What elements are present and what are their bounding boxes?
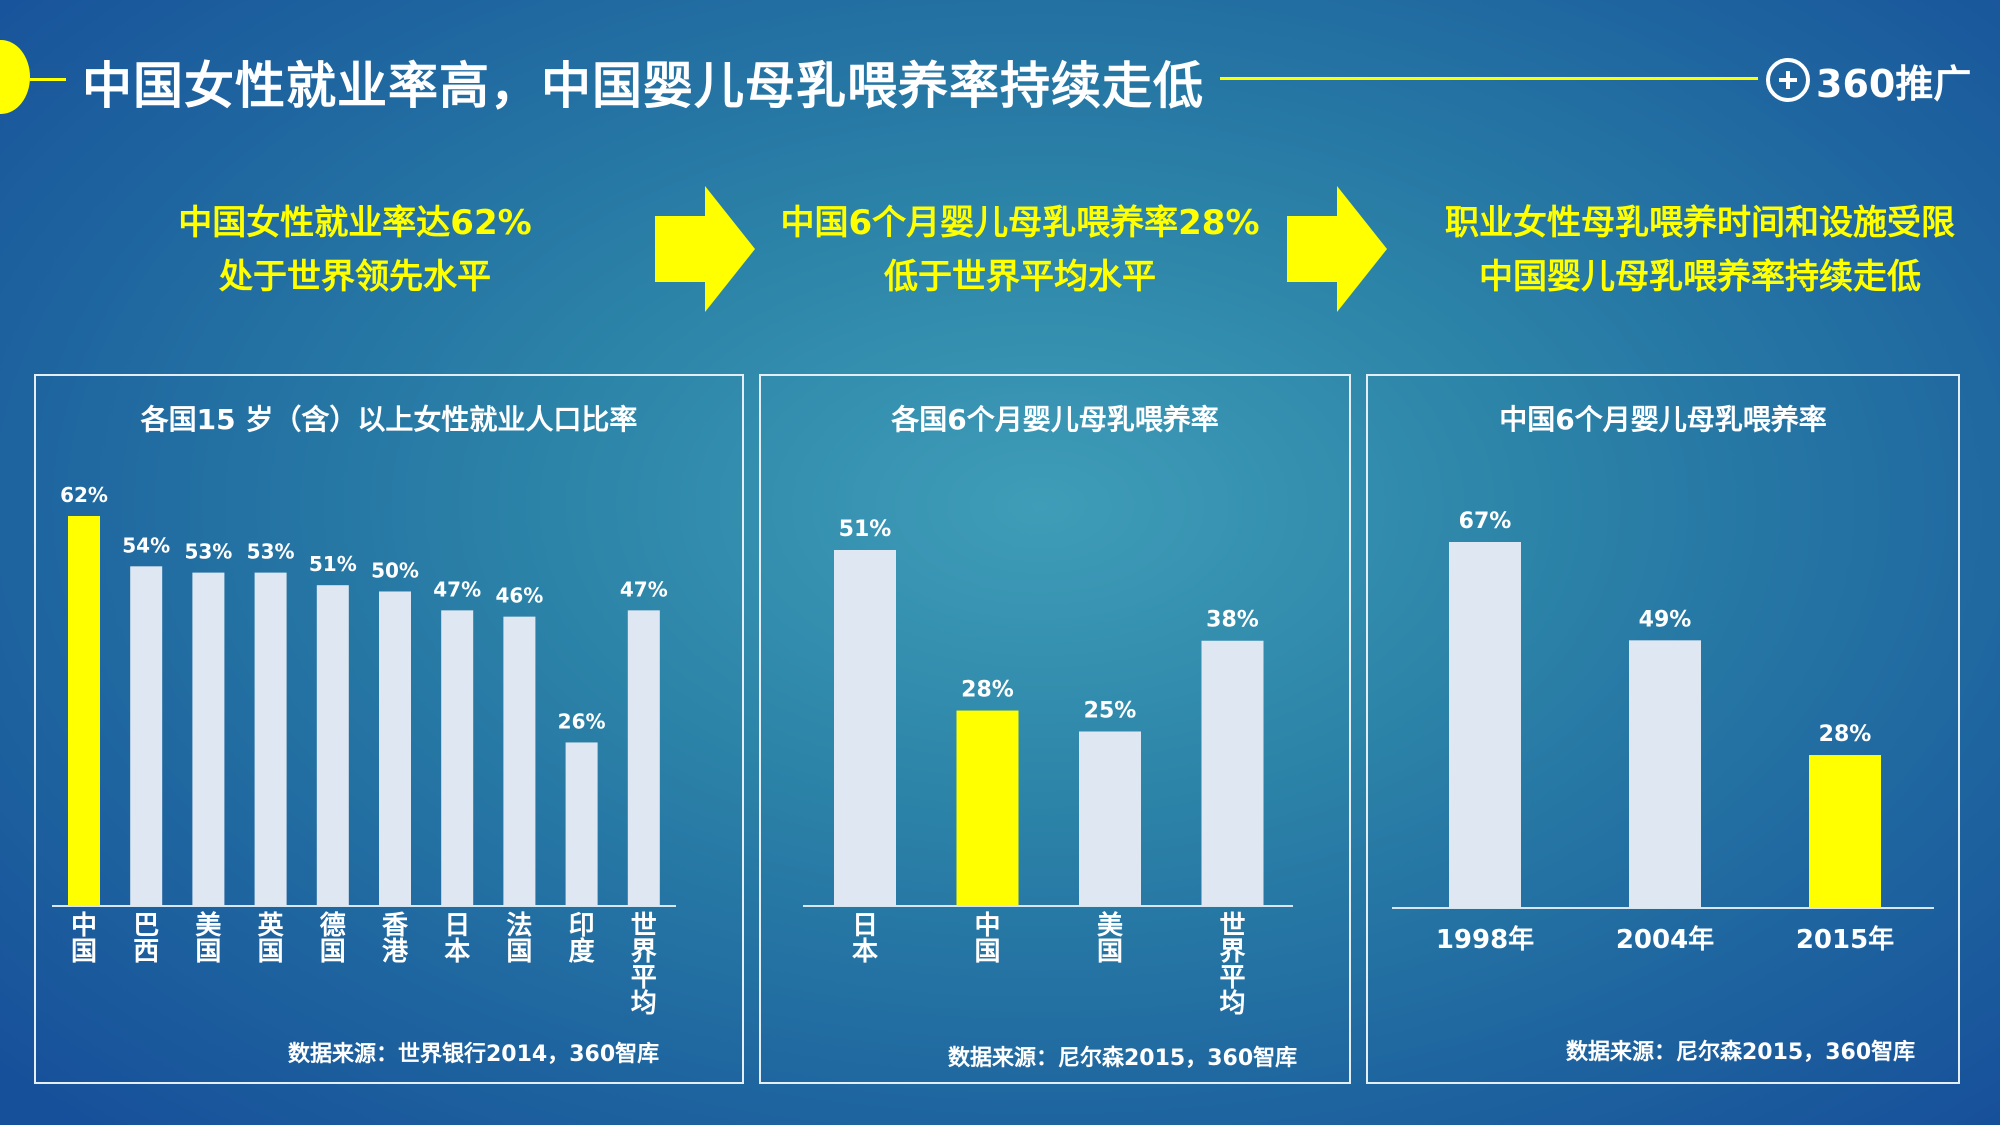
- bar: [254, 572, 287, 906]
- category-label: 1998年: [1436, 924, 1534, 955]
- plus-circle-icon: [1766, 58, 1810, 102]
- category-label: 日本: [444, 911, 470, 967]
- highlight-employment: 中国女性就业率达62% 处于世界领先水平: [160, 196, 550, 304]
- bar: [1201, 640, 1264, 906]
- bar: [316, 585, 349, 906]
- data-source: 数据来源：尼尔森2015，360智库: [1566, 1040, 1916, 1065]
- bar: [130, 566, 163, 906]
- bar: [1079, 731, 1141, 906]
- data-label: 51%: [839, 517, 892, 542]
- bar: [1809, 755, 1881, 908]
- chart-title: 各国15 岁（含）以上女性就业人口比率: [140, 403, 638, 436]
- data-label: 51%: [309, 552, 357, 576]
- country-breastfeeding-bar-chart: 51% 日本 28% 中国 25% 美国 38% 世界平均: [803, 517, 1293, 1019]
- data-label: 38%: [1206, 608, 1259, 633]
- highlight-employment-line1: 中国女性就业率达62%: [178, 203, 532, 243]
- brand-logo-text: 360推广: [1816, 61, 1972, 106]
- highlight-breastfeeding-line2: 低于世界平均水平: [884, 257, 1156, 297]
- bar: [565, 742, 598, 906]
- data-label: 62%: [60, 483, 108, 507]
- data-label: 47%: [620, 577, 668, 601]
- page-title: 中国女性就业率高，中国婴儿母乳喂养率持续走低: [82, 57, 1204, 115]
- data-label: 47%: [433, 577, 481, 601]
- bar: [68, 516, 100, 906]
- data-label: 53%: [247, 540, 295, 564]
- category-label: 2004年: [1616, 924, 1714, 955]
- category-label: 中国: [71, 911, 97, 967]
- highlight-conclusion-line2: 中国婴儿母乳喂养率持续走低: [1479, 257, 1921, 297]
- bar: [834, 550, 896, 906]
- highlight-breastfeeding: 中国6个月婴儿母乳喂养率28% 低于世界平均水平: [775, 196, 1265, 304]
- bar: [192, 572, 225, 906]
- title-bullet-dot: [0, 40, 30, 114]
- highlight-conclusion-line1: 职业女性母乳喂养时间和设施受限: [1445, 203, 1955, 243]
- data-label: 25%: [1084, 698, 1137, 723]
- data-label: 28%: [961, 678, 1014, 703]
- bar: [379, 591, 411, 906]
- data-label: 67%: [1459, 509, 1512, 534]
- bar: [441, 610, 474, 906]
- data-label: 26%: [558, 709, 606, 733]
- right-arrow-icon: [1287, 186, 1387, 312]
- category-label: 巴西: [133, 911, 159, 967]
- brand-logo: 360推广: [1766, 54, 1971, 106]
- chart-title: 中国6个月婴儿母乳喂养率: [1499, 403, 1827, 436]
- data-source: 数据来源：尼尔森2015，360智库: [948, 1046, 1298, 1071]
- highlight-employment-line2: 处于世界领先水平: [219, 257, 491, 297]
- category-label: 世界平均: [631, 911, 657, 1019]
- category-label: 英国: [258, 911, 285, 967]
- category-label: 美国: [195, 910, 221, 967]
- chart-panel-employment: 各国15 岁（含）以上女性就业人口比率 62% 中国 54% 巴西 53% 美国 53% 英国…: [34, 374, 744, 1084]
- bar: [1629, 640, 1701, 908]
- category-label: 香港: [382, 911, 409, 967]
- category-label: 2015年: [1796, 924, 1894, 955]
- data-label: 46%: [495, 584, 543, 608]
- category-label: 印度: [569, 911, 595, 967]
- category-label: 美国: [1097, 910, 1123, 967]
- highlight-breastfeeding-line1: 中国6个月婴儿母乳喂养率28%: [780, 203, 1260, 243]
- bar: [956, 710, 1019, 906]
- china-trend-bar-chart: 67% 1998年 49% 2004年 28% 2015年: [1392, 509, 1934, 955]
- category-label: 世界平均: [1219, 911, 1245, 1019]
- title-bullet-line: [30, 78, 66, 81]
- title-rule: [1220, 77, 1758, 80]
- data-label: 54%: [122, 533, 170, 557]
- chart-title: 各国6个月婴儿母乳喂养率: [891, 403, 1219, 436]
- data-source: 数据来源：世界银行2014，360智库: [288, 1042, 660, 1067]
- category-label: 法国: [506, 911, 532, 967]
- bar: [1449, 542, 1521, 908]
- category-label: 日本: [852, 911, 878, 967]
- chart-panel-china-trend: 中国6个月婴儿母乳喂养率 67% 1998年 49% 2004年 28% 2015年 数据…: [1366, 374, 1960, 1084]
- chart-panel-country-breastfeeding: 各国6个月婴儿母乳喂养率 51% 日本 28% 中国 25% 美国 38% 世界平均 数据来源…: [759, 374, 1351, 1084]
- category-label: 中国: [974, 911, 1000, 967]
- data-label: 50%: [371, 558, 419, 582]
- right-arrow-icon: [655, 186, 755, 312]
- data-label: 49%: [1639, 607, 1692, 632]
- bar: [503, 616, 536, 906]
- bar: [627, 610, 660, 906]
- data-label: 28%: [1819, 722, 1872, 747]
- data-label: 53%: [184, 540, 232, 564]
- highlight-conclusion: 职业女性母乳喂养时间和设施受限 中国婴儿母乳喂养率持续走低: [1420, 196, 1980, 304]
- employment-bar-chart: 62% 中国 54% 巴西 53% 美国 53% 英国 51% 德国 50% 香港 47% 日本 46% 法国…: [52, 483, 676, 1019]
- category-label: 德国: [320, 911, 346, 967]
